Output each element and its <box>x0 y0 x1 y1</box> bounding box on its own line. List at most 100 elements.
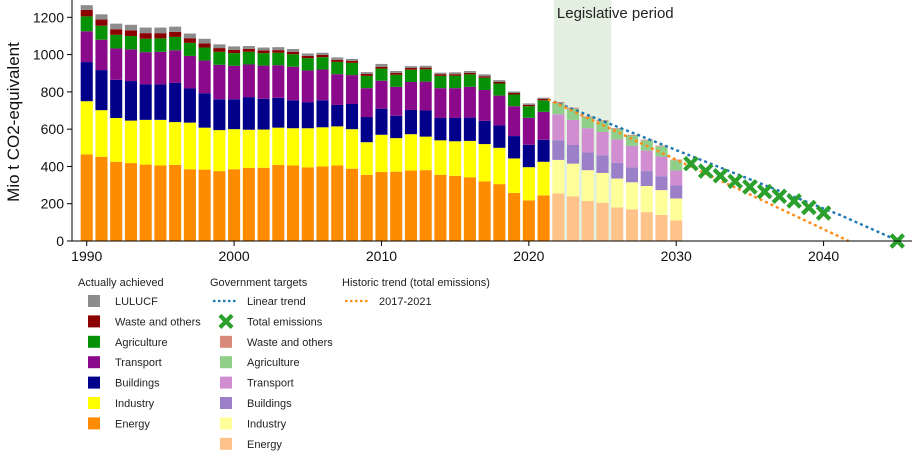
historic-bar-buildings-2001 <box>242 97 255 130</box>
target-bar-buildings-2025 <box>596 155 609 173</box>
bar-stacks <box>80 5 683 241</box>
legend-item-government-targets-energy: Energy <box>220 437 282 451</box>
historic-bar-energy-2000 <box>228 169 241 241</box>
target-bar-waste-and-others-2027 <box>625 134 639 136</box>
historic-bar-industry-1992 <box>110 117 123 162</box>
historic-bar-lulucf-2001 <box>242 46 255 49</box>
historic-bar-agriculture-1990 <box>80 16 93 32</box>
historic-bar-industry-2014 <box>434 140 447 175</box>
legend-item-actually-achieved-transport: Transport <box>88 356 162 369</box>
legend-label-waste-and-others: Waste and others <box>115 316 201 328</box>
target-bar-agriculture-2022 <box>552 103 565 115</box>
legend-swatch-lulucf <box>88 295 100 307</box>
target-bar-industry-2022 <box>552 159 565 194</box>
historic-bar-industry-2001 <box>242 129 255 168</box>
target-bar-buildings-2022 <box>552 140 565 160</box>
historic-bar-waste-and-others-2003 <box>272 50 285 53</box>
historic-bar-transport-2019 <box>508 106 521 137</box>
historic-bar-buildings-2018 <box>493 125 506 148</box>
historic-bar-agriculture-2020 <box>522 106 535 118</box>
historic-bar-agriculture-2014 <box>434 75 447 89</box>
historic-bar-industry-2009 <box>360 142 373 175</box>
historic-bar-transport-2007 <box>331 74 344 105</box>
target-bar-buildings-2029 <box>655 176 668 191</box>
historic-bar-energy-2014 <box>434 174 447 241</box>
historic-bar-lulucf-2015 <box>449 72 462 75</box>
historic-bar-buildings-1999 <box>213 99 226 131</box>
historic-trend-line <box>547 98 850 243</box>
legend-label-linear-trend: Linear trend <box>247 296 306 308</box>
target-bar-transport-2023 <box>567 119 580 145</box>
historic-bar-industry-1998 <box>198 127 211 170</box>
target-bar-buildings-2023 <box>567 145 580 164</box>
historic-bar-agriculture-2000 <box>228 53 241 66</box>
legend-label-waste-and-others: Waste and others <box>247 337 333 349</box>
historic-bar-buildings-2005 <box>301 102 314 129</box>
target-bar-industry-2030 <box>670 198 683 221</box>
historic-bar-transport-1998 <box>198 60 211 94</box>
legend-item-actually-achieved-industry: Industry <box>88 397 155 410</box>
historic-bar-industry-2015 <box>449 141 462 176</box>
historic-bar-energy-2005 <box>301 167 314 241</box>
historic-bar-industry-2008 <box>345 129 359 169</box>
target-bar-transport-2030 <box>670 170 683 186</box>
historic-bar-lulucf-2021 <box>537 97 550 99</box>
historic-bar-agriculture-2017 <box>478 77 491 91</box>
historic-bar-buildings-2016 <box>463 117 476 141</box>
historic-bar-energy-2021 <box>537 195 550 241</box>
target-bar-transport-2029 <box>655 156 668 177</box>
historic-bar-transport-1992 <box>110 48 123 80</box>
historic-bar-agriculture-2019 <box>508 94 521 107</box>
axes: 0 200 400 600 800 1000 1200 1990 2000 2010 2020 203… <box>33 0 912 264</box>
historic-bar-transport-2001 <box>242 64 255 98</box>
historic-bar-lulucf-2011 <box>390 71 403 73</box>
target-bar-buildings-2027 <box>625 167 639 183</box>
historic-bar-industry-1997 <box>183 122 196 170</box>
target-bar-waste-and-others-2030 <box>670 159 683 161</box>
target-bar-agriculture-2029 <box>655 146 668 157</box>
historic-bar-buildings-2009 <box>360 117 373 143</box>
target-bar-transport-2028 <box>640 150 653 172</box>
y-tick-label-0: 0 <box>56 233 64 249</box>
historic-bar-energy-2018 <box>493 184 506 241</box>
historic-bar-energy-2012 <box>404 170 417 241</box>
target-bar-energy-2028 <box>640 212 653 241</box>
historic-bar-lulucf-2017 <box>478 74 491 77</box>
target-bar-buildings-2028 <box>640 171 653 187</box>
y-axis-label: Mio t CO2-equivalent <box>4 42 23 202</box>
historic-bar-energy-2004 <box>287 165 300 241</box>
historic-bar-buildings-2004 <box>287 100 300 129</box>
target-bar-industry-2025 <box>596 172 609 203</box>
historic-bar-lulucf-1998 <box>198 38 211 44</box>
legend-label-agriculture: Agriculture <box>115 337 168 349</box>
legend-swatch-waste-and-others <box>220 335 232 348</box>
historic-bar-agriculture-1996 <box>169 36 182 51</box>
historic-bar-waste-and-others-2008 <box>345 60 359 63</box>
legend-label-energy: Energy <box>247 439 282 451</box>
total-emission-marker-2036 <box>756 183 773 200</box>
legend-x-total-emissions <box>218 313 234 329</box>
legend-item-government-targets-buildings: Buildings <box>220 397 292 410</box>
historic-bar-buildings-2010 <box>375 108 388 135</box>
historic-bar-transport-2017 <box>478 90 491 121</box>
total-emission-markers <box>683 155 906 249</box>
historic-bar-waste-and-others-2017 <box>478 76 491 78</box>
y-tick-label-600: 600 <box>41 121 65 137</box>
historic-bar-agriculture-1999 <box>213 51 226 65</box>
legend-item-government-targets-waste-and-others: Waste and others <box>220 335 333 349</box>
historic-bar-energy-2001 <box>242 167 255 241</box>
legend-item-actually-achieved-buildings: Buildings <box>88 376 160 390</box>
historic-bar-waste-and-others-2006 <box>316 54 329 58</box>
legend-label-industry: Industry <box>247 418 287 430</box>
historic-bar-agriculture-1993 <box>124 35 137 50</box>
legend-title-historic-trend-total-emissions-: Historic trend (total emissions) <box>342 277 490 289</box>
historic-bar-buildings-2002 <box>257 98 270 130</box>
legend-item-government-targets-industry: Industry <box>220 417 287 430</box>
historic-bar-agriculture-2010 <box>375 68 388 81</box>
historic-bar-buildings-2000 <box>228 99 241 130</box>
historic-bar-transport-2020 <box>522 117 535 145</box>
historic-bar-industry-2020 <box>522 167 535 201</box>
legend-label-energy: Energy <box>115 418 150 430</box>
historic-bar-transport-2016 <box>463 86 476 118</box>
target-bar-energy-2023 <box>567 196 580 241</box>
